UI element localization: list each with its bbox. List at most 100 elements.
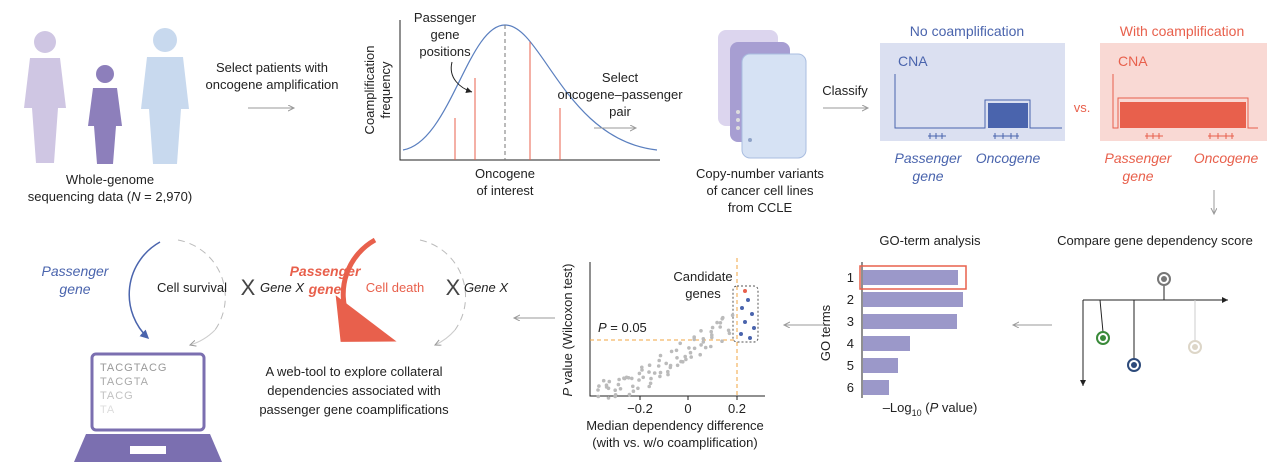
candidate-dot [743, 320, 747, 324]
label-part: value (Wilcoxon test) [560, 264, 575, 388]
scatter-dot [683, 355, 687, 359]
gene-label: Oncogene [976, 150, 1041, 166]
go-term: 6 [847, 380, 854, 395]
label-part: P [560, 387, 575, 396]
scatter-dot [596, 388, 600, 392]
gene-label: Gene X [260, 280, 305, 295]
caption: Whole-genome [66, 172, 154, 187]
annotation: genes [685, 286, 721, 301]
gene-label: Passenger [1105, 150, 1173, 166]
scatter-dot [675, 349, 679, 353]
axis-label: (with vs. w/o coamplification) [592, 435, 757, 450]
step-label: Classify [822, 83, 868, 98]
scatter-dot [702, 337, 706, 341]
axis-label: Median dependency difference [586, 418, 764, 433]
caption: of cancer cell lines [707, 183, 814, 198]
gene-label: Passenger [290, 263, 362, 279]
scatter-dot [670, 350, 674, 354]
candidate-dot [739, 332, 743, 336]
scatter-dot [638, 372, 642, 376]
scatter-dot [675, 356, 679, 360]
scatter-dot [657, 364, 661, 368]
scatter-dot [649, 382, 653, 386]
label-part: value) [938, 400, 977, 415]
scatter-dot [648, 363, 652, 367]
tick-label: 0.2 [728, 401, 746, 416]
scatter-dot [715, 321, 719, 325]
axis-label: –Log10 (P value) [883, 400, 978, 418]
annotation: positions [419, 44, 471, 59]
step-label: pair [609, 104, 631, 119]
gene-label: Oncogene [1194, 150, 1259, 166]
scatter-dot [617, 378, 621, 382]
scatter-dot [689, 351, 693, 355]
scatter-dot [704, 346, 708, 350]
candidate-dot [740, 306, 744, 310]
scatter-dot [692, 338, 696, 342]
scatter-dot [597, 384, 601, 388]
go-term: 4 [847, 336, 854, 351]
scatter-dot [689, 355, 693, 359]
gene-label: gene [1122, 168, 1153, 184]
label-part: –Log [883, 400, 912, 415]
scatter-dot [681, 360, 685, 364]
panel-label: CNA [898, 53, 928, 69]
scatter-dot [711, 326, 715, 330]
sequence: TACGTACG [100, 362, 167, 374]
caption: dependencies associated with [267, 383, 440, 398]
scatter-dot [647, 370, 651, 374]
outcome: Cell survival [157, 280, 227, 295]
scatter-dot [636, 387, 640, 391]
scatter-dot [693, 347, 697, 351]
panel-title: GO-term analysis [879, 233, 981, 248]
tick-label: 0 [684, 401, 691, 416]
scatter-dot [669, 366, 673, 370]
candidate-dot [750, 312, 754, 316]
scatter-dot [699, 329, 703, 333]
caption: Copy-number variants [696, 166, 824, 181]
sequence: TACG [100, 390, 134, 402]
panel-label: CNA [1118, 53, 1148, 69]
scatter-dot [727, 329, 731, 333]
scatter-dot [666, 370, 670, 374]
sequence: TA [100, 404, 115, 416]
scatter-dot [659, 371, 663, 375]
scatter-dot [699, 343, 703, 347]
gene-label: gene [59, 281, 90, 297]
scatter-dot [658, 375, 662, 379]
candidate-dot [746, 298, 750, 302]
dependency-tree [1083, 273, 1228, 386]
scatter-dot [617, 383, 621, 387]
axis-label: of interest [476, 183, 533, 198]
vs-label: vs. [1074, 100, 1091, 115]
scatter-dot [719, 321, 723, 325]
go-term: 1 [847, 270, 854, 285]
scatter-dot [637, 378, 641, 382]
scatter-dot [702, 340, 706, 344]
caption: A web-tool to explore collateral [265, 364, 442, 379]
caption: from CCLE [728, 200, 793, 215]
scatter-dot [664, 362, 668, 366]
candidate-dot [752, 326, 756, 330]
step-label: oncogene amplification [206, 77, 339, 92]
gene-label: Passenger [895, 150, 963, 166]
scatter-dot [641, 376, 645, 380]
scatter-dot [720, 339, 724, 343]
label-part: P [598, 320, 607, 335]
gene-label: gene [308, 281, 342, 297]
scatter-dot [698, 353, 702, 357]
caption: sequencing data (N = 2,970) [28, 189, 192, 204]
scatter-dot [619, 387, 623, 391]
scatter-dot [718, 325, 722, 329]
caption: passenger gene coamplifications [259, 402, 449, 417]
step-label: Select [602, 70, 639, 85]
go-term: 5 [847, 358, 854, 373]
candidate-dot [743, 289, 747, 293]
oncogene-block [988, 103, 1028, 128]
label-part: = 0.05 [607, 320, 647, 335]
figure: Whole-genome sequencing data (N = 2,970)… [0, 0, 1275, 462]
scatter-dot [607, 396, 611, 400]
go-term: 3 [847, 314, 854, 329]
scatter-dot [647, 385, 651, 389]
scatter-dot [659, 354, 663, 358]
